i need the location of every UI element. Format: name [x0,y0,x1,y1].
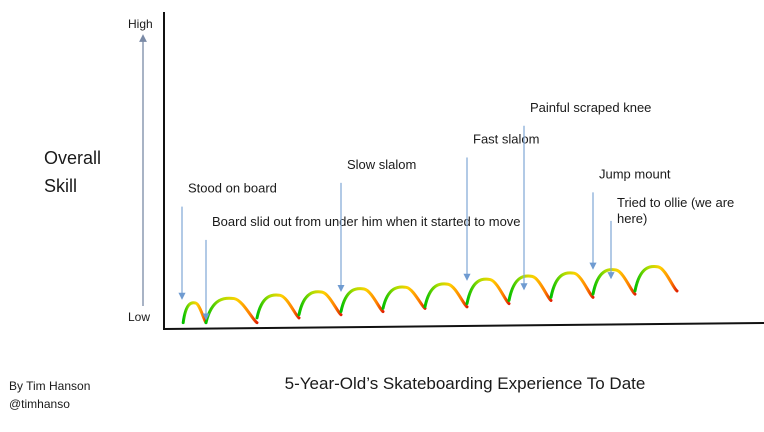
x-axis-line [163,322,764,330]
skill-curve [181,264,679,325]
skill-cycle-8 [465,277,511,306]
skill-cycle-12 [633,264,679,293]
annotations: Stood on board Board slid out from under … [178,100,734,321]
annotation-label-3: Slow slalom [347,157,416,172]
skill-cycle-7 [423,282,469,309]
skill-cycle-10 [549,271,595,299]
y-tick-low: Low [128,310,150,324]
x-axis-label: 5-Year-Old’s Skateboarding Experience To… [285,374,646,393]
annotation-label-1: Stood on board [188,181,277,196]
credit-handle: @timhanso [9,397,70,411]
y-tick-high: High [128,17,153,31]
skill-cycle-4 [297,290,343,317]
skill-cycle-3 [255,293,301,320]
skill-cycle-6 [381,285,427,310]
annotation-label-4: Fast slalom [473,131,539,146]
y-axis-label-line-1: Overall [44,148,101,168]
skill-cycle-2 [204,296,259,325]
annotation-label-6: Jump mount [599,166,671,181]
skill-cycle-5 [339,287,385,314]
credit-author: By Tim Hanson [9,379,90,393]
skill-cycle-9 [507,274,553,302]
annotation-label-5: Painful scraped knee [530,100,651,115]
skill-cycle-1 [181,301,208,325]
annotation-label-2: Board slid out from under him when it st… [212,214,521,229]
y-axis-label-line-2: Skill [44,176,77,196]
skill-cycle-11 [591,268,637,296]
annotation-label-7-line-1: Tried to ollie (we are [617,195,734,210]
annotation-label-7-line-2: here) [617,211,647,226]
